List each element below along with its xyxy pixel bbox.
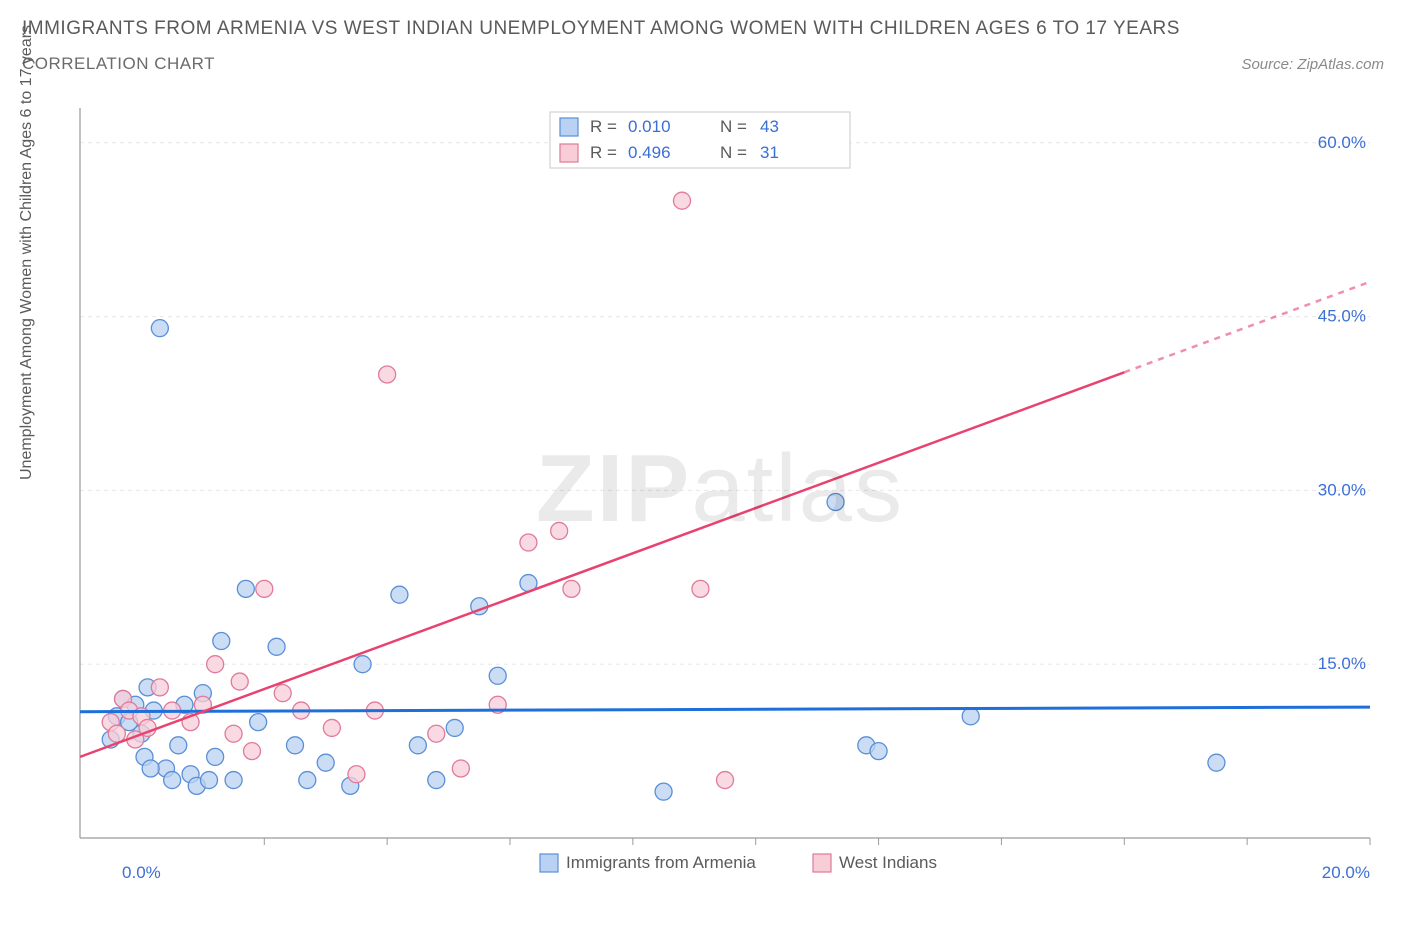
data-point [237, 580, 254, 597]
data-point [348, 766, 365, 783]
data-point [299, 772, 316, 789]
stats-n-label: N = [720, 117, 747, 136]
stats-n-label: N = [720, 143, 747, 162]
data-point [225, 772, 242, 789]
data-point [231, 673, 248, 690]
scatter-plot-svg: 0.0% 20.0% 15.0% 30.0% 45.0% 60.0% R = 0.010 N =… [60, 98, 1380, 898]
data-point [489, 667, 506, 684]
x-tick-label: 0.0% [122, 863, 161, 882]
data-point [655, 783, 672, 800]
regression-line-solid [80, 372, 1124, 757]
chart-container: IMMIGRANTS FROM ARMENIA VS WEST INDIAN U… [0, 0, 1406, 930]
data-point [225, 725, 242, 742]
data-point [563, 580, 580, 597]
legend-label: Immigrants from Armenia [566, 853, 756, 872]
chart-title: IMMIGRANTS FROM ARMENIA VS WEST INDIAN U… [22, 18, 1384, 40]
data-point [142, 760, 159, 777]
regression-line-dashed [1124, 282, 1370, 372]
data-point [354, 656, 371, 673]
data-point [108, 725, 125, 742]
y-axis-label: Unemployment Among Women with Children A… [18, 25, 36, 480]
data-point [207, 656, 224, 673]
data-point [692, 580, 709, 597]
data-point [551, 522, 568, 539]
data-point [674, 192, 691, 209]
data-point [391, 586, 408, 603]
chart-subtitle: CORRELATION CHART [22, 54, 215, 74]
y-tick-label: 60.0% [1318, 133, 1366, 152]
data-point [244, 743, 261, 760]
y-tick-label: 15.0% [1318, 654, 1366, 673]
data-point [268, 638, 285, 655]
x-tick-label: 20.0% [1322, 863, 1370, 882]
stats-r-label: R = [590, 117, 617, 136]
data-point [717, 772, 734, 789]
regression-line [80, 707, 1370, 712]
legend-label: West Indians [839, 853, 937, 872]
y-tick-label: 30.0% [1318, 480, 1366, 499]
data-point [274, 685, 291, 702]
legend-swatch [540, 854, 558, 872]
data-point [151, 679, 168, 696]
data-point [213, 633, 230, 650]
data-point [962, 708, 979, 725]
stats-n-value: 31 [760, 143, 779, 162]
stats-swatch [560, 118, 578, 136]
data-point [452, 760, 469, 777]
data-point [151, 320, 168, 337]
stats-r-value: 0.496 [628, 143, 671, 162]
data-point [170, 737, 187, 754]
subtitle-row: CORRELATION CHART Source: ZipAtlas.com [22, 54, 1384, 74]
y-tick-label: 45.0% [1318, 307, 1366, 326]
data-point [870, 743, 887, 760]
data-point [317, 754, 334, 771]
data-point [287, 737, 304, 754]
legend-swatch [813, 854, 831, 872]
source-attribution: Source: ZipAtlas.com [1241, 56, 1384, 73]
data-point [409, 737, 426, 754]
data-point [256, 580, 273, 597]
chart-area: 0.0% 20.0% 15.0% 30.0% 45.0% 60.0% R = 0.010 N =… [60, 98, 1380, 898]
data-point [207, 748, 224, 765]
data-point [201, 772, 218, 789]
data-point [164, 772, 181, 789]
data-point [428, 725, 445, 742]
stats-r-label: R = [590, 143, 617, 162]
data-point [323, 719, 340, 736]
data-point [428, 772, 445, 789]
data-point [520, 534, 537, 551]
stats-r-value: 0.010 [628, 117, 671, 136]
stats-swatch [560, 144, 578, 162]
data-point [1208, 754, 1225, 771]
data-point [379, 366, 396, 383]
data-point [827, 493, 844, 510]
data-point [250, 714, 267, 731]
stats-n-value: 43 [760, 117, 779, 136]
data-point [446, 719, 463, 736]
